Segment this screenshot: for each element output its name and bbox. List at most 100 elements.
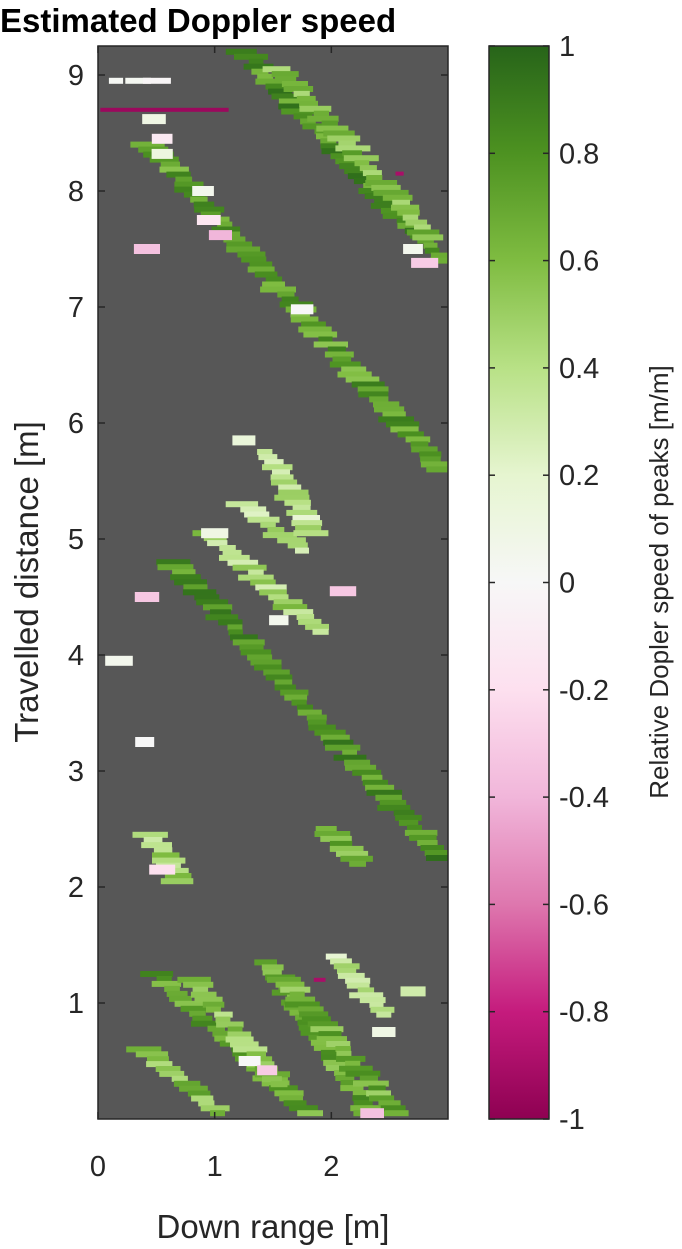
x-axis: 0 1 2 bbox=[90, 46, 339, 1183]
streak-segment bbox=[359, 165, 377, 172]
streak-segment bbox=[378, 1100, 401, 1107]
colorbar-ticks: 1 0.8 0.6 0.4 0.2 0 -0.2 -0.4 -0.6 -0.8 -1 bbox=[489, 31, 609, 1136]
streak-segment bbox=[321, 1054, 343, 1061]
streak-segment bbox=[192, 1015, 213, 1022]
streak-segment bbox=[244, 511, 270, 518]
streak-segment bbox=[362, 170, 382, 177]
streak-segment bbox=[277, 537, 306, 544]
streak-segment bbox=[335, 1046, 351, 1052]
streak-segment bbox=[397, 431, 424, 438]
streak-segment bbox=[274, 684, 296, 691]
streak-segment bbox=[203, 604, 233, 611]
streak-segment bbox=[177, 976, 211, 983]
streak-segment bbox=[351, 381, 385, 388]
streak-segment bbox=[289, 991, 305, 998]
streak-segment bbox=[264, 459, 284, 466]
streak-segment bbox=[270, 474, 294, 481]
streak-segment bbox=[183, 584, 208, 591]
streak-segment bbox=[248, 569, 264, 576]
streak-segment bbox=[335, 1075, 355, 1081]
streak-segment bbox=[174, 186, 209, 193]
streak-segment bbox=[318, 336, 333, 343]
colorbar-label: Relative Dopler speed of peaks [m/m] bbox=[644, 365, 674, 799]
streak-segment bbox=[246, 1051, 266, 1058]
streak-segment bbox=[291, 520, 323, 527]
streak-segment bbox=[281, 81, 308, 87]
streak-segment bbox=[278, 98, 303, 105]
streak-segment bbox=[255, 78, 291, 85]
streak-segment bbox=[239, 644, 264, 651]
streak-segment bbox=[262, 532, 297, 539]
streak-segment bbox=[316, 125, 349, 132]
streak-segment bbox=[345, 977, 371, 984]
streak-segment bbox=[232, 639, 265, 646]
streak-segment bbox=[379, 799, 407, 806]
streak-segment bbox=[191, 1095, 214, 1102]
streak-segment bbox=[183, 981, 214, 988]
streak-segment bbox=[325, 953, 347, 960]
streak-segment bbox=[361, 774, 383, 781]
streak-segment bbox=[307, 115, 339, 122]
streak-segment bbox=[283, 1100, 307, 1107]
streak-segment bbox=[214, 1011, 233, 1018]
streak-segment bbox=[406, 229, 440, 236]
streak-segment bbox=[430, 257, 448, 264]
streak-segment bbox=[339, 1065, 373, 1072]
streak-segment bbox=[251, 68, 269, 75]
streak-segment bbox=[424, 247, 440, 254]
streak-segment bbox=[293, 113, 313, 120]
streak-segment bbox=[125, 77, 151, 84]
streak-segment bbox=[247, 516, 280, 523]
streak-segment bbox=[143, 837, 163, 843]
streak-segment bbox=[297, 709, 322, 716]
streak-segment bbox=[365, 180, 398, 186]
streak-segment bbox=[420, 461, 448, 468]
colorbar-tick-label: 0.6 bbox=[559, 246, 599, 278]
colorbar-tick-label: 0.4 bbox=[559, 353, 599, 385]
streak-segment bbox=[200, 211, 221, 218]
streak-segment bbox=[369, 396, 389, 403]
doppler-spot bbox=[142, 114, 166, 125]
doppler-spot bbox=[403, 244, 423, 254]
doppler-spot bbox=[151, 133, 173, 144]
streak-segment bbox=[290, 316, 319, 323]
streak-segment bbox=[333, 963, 360, 970]
streak-segment bbox=[426, 855, 448, 861]
streak-segment bbox=[357, 987, 375, 994]
streak-segment bbox=[374, 197, 394, 204]
streak-segment bbox=[336, 850, 369, 857]
streak-segment bbox=[173, 1080, 201, 1087]
streak-segment bbox=[329, 845, 364, 852]
streak-segment bbox=[397, 209, 420, 216]
streak-segment bbox=[426, 466, 448, 473]
streak-segment bbox=[254, 959, 277, 966]
streak-segment bbox=[194, 594, 220, 601]
streak-segment bbox=[419, 451, 442, 458]
streak-segment bbox=[353, 1080, 389, 1087]
streak-segment bbox=[314, 831, 351, 837]
doppler-spot bbox=[269, 615, 289, 626]
doppler-spot bbox=[329, 586, 357, 597]
streak-segment bbox=[424, 850, 448, 856]
streak-segment bbox=[257, 73, 274, 80]
doppler-spot bbox=[238, 1056, 261, 1066]
streak-segment bbox=[207, 540, 228, 547]
streak-segment bbox=[156, 976, 172, 982]
streak-segment bbox=[407, 824, 422, 831]
streak-segment bbox=[305, 623, 329, 630]
streak-segment bbox=[316, 1036, 347, 1043]
streak-segment bbox=[247, 266, 275, 273]
colorbar-tick-label: -0.4 bbox=[559, 782, 609, 814]
streak-segment bbox=[365, 784, 395, 791]
streak-segment bbox=[226, 241, 253, 248]
y-tick-label: 5 bbox=[68, 524, 84, 556]
streak-segment bbox=[289, 1105, 318, 1112]
streak-segment bbox=[272, 604, 308, 611]
streak-segment bbox=[280, 986, 311, 993]
streak-segment bbox=[327, 346, 346, 353]
streak-segment bbox=[299, 1011, 329, 1018]
streak-segment bbox=[345, 376, 380, 383]
streak-segment bbox=[147, 1056, 169, 1063]
streak-segment bbox=[156, 559, 191, 566]
streak-segment bbox=[302, 123, 329, 130]
